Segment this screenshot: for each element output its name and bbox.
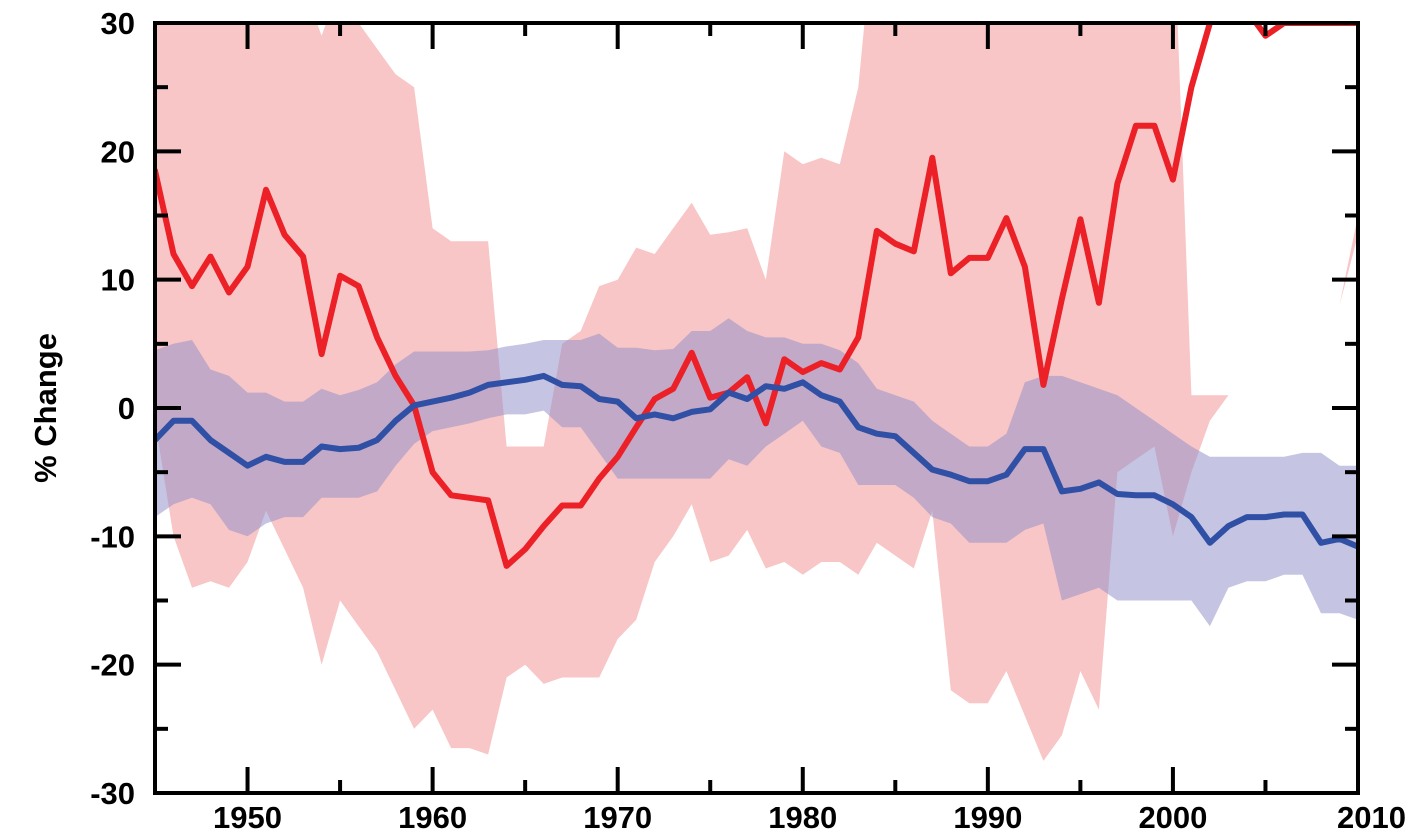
y-tick-label: 30 — [101, 6, 135, 41]
x-tick-label: 1980 — [768, 800, 837, 835]
x-tick-label: 1970 — [583, 800, 652, 835]
y-tick-label: 0 — [118, 391, 135, 426]
uncertainty-bands — [155, 23, 1358, 761]
series-1-line — [155, 23, 1358, 569]
y-axis-tick-labels: 30 20 10 0 -10 -20 -30 — [90, 6, 135, 811]
y-axis-label: % Change — [28, 333, 63, 483]
x-axis-tick-labels: 1950 1960 1970 1980 1990 2000 2010 — [213, 800, 1406, 835]
x-tick-label: 1990 — [953, 800, 1022, 835]
axis-ticks — [153, 21, 1360, 795]
x-tick-label: 2010 — [1337, 800, 1406, 835]
y-tick-label: 20 — [101, 134, 135, 169]
y-tick-label: -20 — [90, 648, 135, 683]
y-tick-label: -30 — [90, 776, 135, 811]
x-tick-label: 2000 — [1138, 800, 1207, 835]
x-tick-label: 1960 — [398, 800, 467, 835]
series-2-line — [155, 372, 1358, 550]
series-lines — [155, 23, 1358, 569]
x-tick-label: 1950 — [213, 800, 282, 835]
y-tick-label: 10 — [101, 263, 135, 298]
y-tick-label: -10 — [90, 519, 135, 554]
